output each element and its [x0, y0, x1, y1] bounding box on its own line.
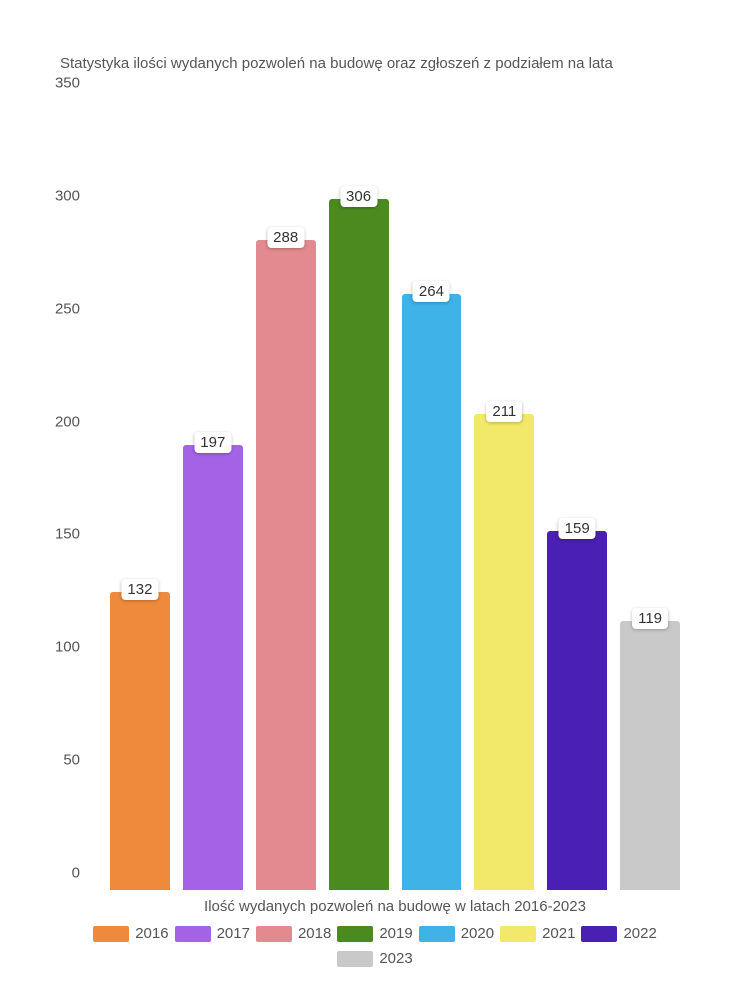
y-tick: 100 [55, 639, 80, 656]
x-axis-label: Ilość wydanych pozwoleń na budowę w lata… [90, 898, 700, 915]
legend-label: 2022 [623, 925, 656, 942]
legend-label: 2018 [298, 925, 331, 942]
legend-swatch [337, 926, 373, 942]
legend: 2016 2017 2018 2019 2020 2021 2022 2023 [0, 925, 750, 967]
legend-label: 2023 [379, 950, 412, 967]
bar-value-label: 264 [413, 281, 450, 302]
legend-item-2016: 2016 [93, 925, 168, 942]
legend-item-2018: 2018 [256, 925, 331, 942]
bar: 197 [183, 445, 243, 890]
bar-value-label: 197 [194, 432, 231, 453]
bar: 306 [329, 199, 389, 890]
y-tick: 250 [55, 300, 80, 317]
bar: 288 [256, 240, 316, 890]
legend-item-2020: 2020 [419, 925, 494, 942]
bar-2023: 119 [620, 100, 680, 890]
legend-swatch [256, 926, 292, 942]
bar-2016: 132 [110, 100, 170, 890]
y-tick: 50 [63, 752, 80, 769]
bar: 211 [474, 414, 534, 890]
bar-value-label: 306 [340, 186, 377, 207]
bar-2020: 264 [402, 100, 462, 890]
legend-label: 2019 [379, 925, 412, 942]
legend-swatch [337, 951, 373, 967]
legend-item-2017: 2017 [175, 925, 250, 942]
bar-2019: 306 [329, 100, 389, 890]
y-tick: 350 [55, 75, 80, 92]
legend-swatch [500, 926, 536, 942]
legend-item-2023: 2023 [337, 950, 412, 967]
y-tick: 300 [55, 187, 80, 204]
legend-label: 2021 [542, 925, 575, 942]
y-tick: 200 [55, 413, 80, 430]
legend-label: 2020 [461, 925, 494, 942]
bar-2021: 211 [474, 100, 534, 890]
y-tick: 0 [72, 865, 80, 882]
legend-swatch [175, 926, 211, 942]
legend-label: 2016 [135, 925, 168, 942]
bar: 119 [620, 621, 680, 890]
legend-label: 2017 [217, 925, 250, 942]
bar-2017: 197 [183, 100, 243, 890]
legend-swatch [93, 926, 129, 942]
bar: 264 [402, 294, 462, 890]
legend-item-2019: 2019 [337, 925, 412, 942]
bar-value-label: 288 [267, 227, 304, 248]
bar-value-label: 132 [121, 579, 158, 600]
bar: 132 [110, 592, 170, 890]
chart-title: Statystyka ilości wydanych pozwoleń na b… [60, 55, 613, 72]
y-tick: 150 [55, 526, 80, 543]
bar: 159 [547, 531, 607, 890]
bar-chart: Statystyka ilości wydanych pozwoleń na b… [0, 0, 750, 1000]
bar-2022: 159 [547, 100, 607, 890]
bar-value-label: 211 [486, 401, 522, 422]
legend-swatch [419, 926, 455, 942]
legend-item-2022: 2022 [581, 925, 656, 942]
legend-item-2021: 2021 [500, 925, 575, 942]
plot-area: 132197288306264211159119 050100150200250… [90, 100, 700, 890]
bar-2018: 288 [256, 100, 316, 890]
bars-container: 132197288306264211159119 [90, 100, 700, 890]
bar-value-label: 159 [559, 518, 596, 539]
legend-swatch [581, 926, 617, 942]
bar-value-label: 119 [632, 608, 668, 629]
